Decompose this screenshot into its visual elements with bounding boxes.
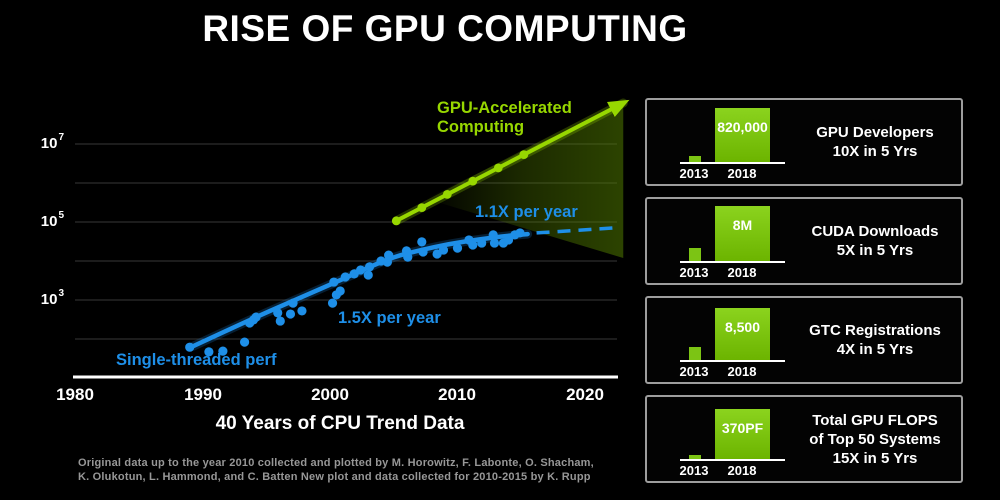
cpu-trend-line [189,229,533,351]
year-label-2018: 2018 [727,364,757,379]
bar-2013 [689,455,701,459]
bar-2018: 8,500 [715,308,770,360]
bar-2018: 8M [715,206,770,261]
stat-label-line: GPU Developers [816,124,934,141]
gpu-computing-line [391,98,630,226]
chart-plot-area [73,98,630,379]
mini-chart-baseline [680,360,785,362]
bar-2018: 370PF [715,409,770,459]
year-label-2013: 2013 [679,463,709,478]
x-tick-2000: 2000 [311,385,349,404]
bar-value-label: 8,500 [724,319,761,335]
x-tick-2010: 2010 [438,385,476,404]
annotation-gpu-accelerated: GPU-Accelerated Computing [437,99,572,137]
bar-value-label: 370PF [721,420,764,436]
annotation-gpu-line1: GPU-Accelerated [437,99,572,117]
gpu-shadow-wedge [425,103,624,258]
stat-label: CUDA Downloads 5X in 5 Yrs [797,199,953,283]
annotation-gpu-line2: Computing [437,118,525,136]
page-title: RISE OF GPU COMPUTING [202,8,688,49]
mini-bar-chart: 370PF 2013 2018 [647,397,797,481]
year-label-2013: 2013 [679,265,709,280]
stat-label-line: 10X in 5 Yrs [832,143,918,160]
x-tick-2020: 2020 [566,385,604,404]
footnote-line2: K. Olukotun, L. Hammond, and C. Batten N… [78,471,591,483]
y-tick-1e7: 107 [40,132,64,152]
x-tick-1980: 1980 [56,385,94,404]
year-label-2018: 2018 [727,265,757,280]
stat-label-line: 15X in 5 Yrs [832,449,918,467]
footnote: Original data up to the year 2010 collec… [78,456,594,484]
stat-label-line: CUDA Downloads [811,223,939,240]
bar-2018: 820,000 [715,108,770,162]
bar-2013 [689,156,701,162]
mini-bar-chart: 8,500 2013 2018 [647,298,797,382]
bar-2013 [689,248,701,261]
stat-label-line: 5X in 5 Yrs [836,242,914,259]
footnote-line1: Original data up to the year 2010 collec… [78,457,594,469]
x-tick-1990: 1990 [184,385,222,404]
year-label-2013: 2013 [679,166,709,181]
bar-value-label: 8M [732,217,753,233]
cpu-trend-dashed [536,226,616,235]
stat-label: GTC Registrations 4X in 5 Yrs [797,298,953,382]
annotation-single-threaded-perf: Single-threaded perf [116,351,277,369]
stat-panel: 820,000 2013 2018 GPU Developers 10X in 5… [645,98,963,186]
mini-bar-chart: 820,000 2013 2018 [647,100,797,184]
mini-bar-chart: 8M 2013 2018 [647,199,797,283]
mini-chart-baseline [680,261,785,263]
stat-panel: 8,500 2013 2018 GTC Registrations 4X in 5… [645,296,963,384]
stat-panel: 8M 2013 2018 CUDA Downloads 5X in 5 Yrs [645,197,963,285]
mini-chart-baseline [680,162,785,164]
stat-label-line: Total GPU FLOPS [812,411,938,429]
mini-chart-baseline [680,459,785,461]
x-axis-title: 40 Years of CPU Trend Data [215,413,465,434]
single-thread-scatter [185,228,525,357]
gridlines [75,143,617,340]
stat-panels: 820,000 2013 2018 GPU Developers 10X in 5… [645,98,963,494]
year-label-2018: 2018 [727,166,757,181]
stat-label-line: GTC Registrations [809,322,941,339]
y-tick-1e3: 103 [40,288,64,308]
year-label-2018: 2018 [727,463,757,478]
stat-label: GPU Developers 10X in 5 Yrs [797,100,953,184]
stat-label-line: of Top 50 Systems [809,430,941,448]
stat-panel: 370PF 2013 2018 Total GPU FLOPS of Top 50… [645,395,963,483]
year-label-2013: 2013 [679,364,709,379]
stat-label: Total GPU FLOPS of Top 50 Systems 15X in 5… [797,397,953,481]
stat-label-line: 4X in 5 Yrs [836,341,914,358]
bar-2013 [689,347,701,360]
annotation-1-5x-per-year: 1.5X per year [338,309,441,327]
y-tick-1e5: 105 [40,210,64,230]
bar-value-label: 820,000 [717,119,768,135]
annotation-1-1x-per-year: 1.1X per year [475,203,578,221]
